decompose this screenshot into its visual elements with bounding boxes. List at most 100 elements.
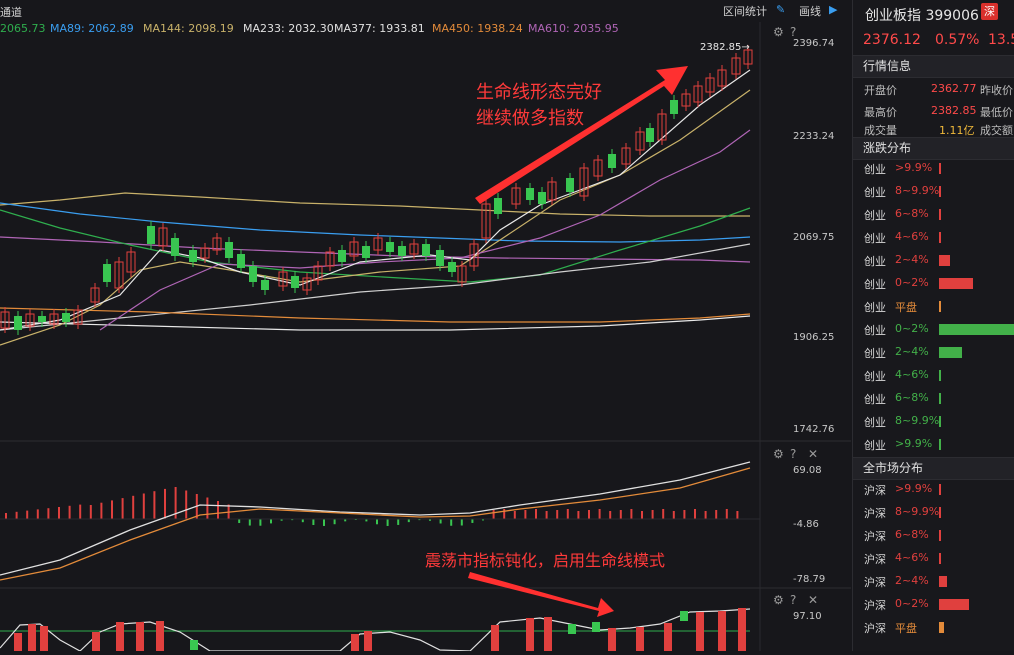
channel-label: 通道 (0, 6, 22, 19)
expand-right-icon[interactable]: ▶ (829, 3, 838, 16)
indicator-bar-down (592, 622, 600, 632)
indicator-bar-up (738, 608, 746, 651)
market-dist-bar (939, 484, 941, 495)
macd-annotation-text: 震荡市指标钝化，启用生命线模式 (425, 551, 665, 570)
y-axis-tick-label: 2233.24 (793, 131, 834, 142)
cyb-dist-bar (939, 393, 941, 404)
market-dist-range: 6~8% (895, 528, 929, 541)
candle-up (25, 313, 35, 327)
cyb-distribution-header: 涨跌分布 (853, 137, 1014, 160)
market-dist-row: 沪深 4~6% (853, 547, 1014, 570)
candle-up (457, 265, 467, 283)
candle-up (731, 57, 741, 75)
high-label: 最高价 (864, 106, 897, 119)
market-dist-label: 沪深 (864, 484, 886, 497)
ma144-line (0, 192, 750, 217)
draw-pen-icon[interactable]: ✎ (776, 3, 786, 16)
candle-up (325, 251, 335, 267)
y-axis-tick-label: 1906.25 (793, 332, 834, 343)
market-dist-row: 沪深 0~2% (853, 593, 1014, 616)
cyb-dist-bar (939, 370, 941, 381)
candle-down (103, 264, 111, 282)
candle-down (249, 266, 257, 282)
candle-down (14, 316, 22, 330)
ma89-line (0, 202, 751, 243)
cyb-dist-row: 创业 >9.9% (853, 433, 1014, 456)
cyb-dist-range: 4~6% (895, 230, 929, 243)
chart-area[interactable]: 2396.74 2233.24 2069.75 1906.25 1742.76 69.08… (0, 0, 851, 652)
indicator-bar-down (568, 624, 576, 634)
cyb-dist-row: 创业 8~9.9% (853, 410, 1014, 433)
candle-up (212, 237, 222, 251)
candle-down (608, 154, 616, 168)
draw-line-button[interactable]: 画线 (799, 5, 821, 18)
cyb-dist-row: 创业 2~4% (853, 341, 1014, 364)
candle-down (670, 100, 678, 114)
indicator-bar-up (664, 623, 672, 651)
market-dist-row: 沪深 8~9.9% (853, 501, 1014, 524)
candle-down (62, 313, 70, 322)
low-label: 最低价 (980, 106, 1013, 119)
settings-gear-icon[interactable]: ⚙ (773, 25, 784, 39)
cyb-dist-label: 创业 (864, 163, 886, 176)
candle-up (469, 243, 479, 267)
cyb-dist-range: 平盘 (895, 301, 917, 314)
high-price-marker: 2382.85→ (700, 42, 750, 53)
market-dist-row: 沪深 6~8% (853, 524, 1014, 547)
cyb-dist-bar (939, 278, 973, 289)
open-label: 开盘价 (864, 84, 897, 97)
market-dist-bar (939, 553, 941, 564)
market-dist-range: 2~4% (895, 574, 929, 587)
chart-canvas[interactable]: 2396.74 2233.24 2069.75 1906.25 1742.76 69.08… (0, 0, 851, 652)
cyb-dist-range: >9.9% (895, 161, 933, 174)
market-dist-label: 沪深 (864, 599, 886, 612)
macd-tick-label: -78.79 (793, 574, 825, 585)
candle-up (681, 93, 691, 107)
close-icon[interactable]: ✕ (808, 447, 819, 461)
candle-down (338, 250, 346, 262)
cyb-dist-row: 创业 4~6% (853, 226, 1014, 249)
indicator-bar-up (636, 627, 644, 651)
candle-up (0, 311, 10, 329)
ma-legend-item: MA144: 2098.19 (143, 22, 234, 35)
indicator-bar-up (608, 628, 616, 651)
market-dist-range: 8~9.9% (895, 505, 940, 518)
close-icon[interactable]: ✕ (808, 593, 819, 607)
market-dist-bar (939, 599, 969, 610)
candle-up (693, 85, 703, 103)
volume-value: 1.11亿 (939, 124, 975, 137)
y-axis-tick-label: 2396.74 (793, 38, 834, 49)
cyb-dist-row: 创业 >9.9% (853, 157, 1014, 180)
range-stats-button[interactable]: 区间统计 (723, 5, 767, 18)
cyb-dist-label: 创业 (864, 370, 886, 383)
cyb-dist-range: 8~9.9% (895, 184, 940, 197)
ma-green-line (0, 207, 751, 283)
candle-up (200, 247, 210, 259)
candle-up (717, 69, 727, 87)
candle-down (538, 192, 546, 204)
help-icon[interactable]: ? (790, 447, 797, 461)
indicator-tick-label: 97.10 (793, 611, 822, 622)
cyb-dist-range: >9.9% (895, 437, 933, 450)
cyb-dist-label: 创业 (864, 186, 886, 199)
help-icon[interactable]: ? (790, 25, 797, 39)
candle-up (90, 287, 100, 303)
market-dist-label: 沪深 (864, 622, 886, 635)
cyb-dist-label: 创业 (864, 393, 886, 406)
cyb-dist-label: 创业 (864, 347, 886, 360)
indicator-bar-up (40, 626, 48, 651)
cyb-dist-bar (939, 439, 941, 450)
candle-up (743, 49, 753, 65)
indicator-bar-up (526, 618, 534, 651)
help-icon[interactable]: ? (790, 593, 797, 607)
candle-down (436, 250, 444, 266)
settings-gear-icon[interactable]: ⚙ (773, 447, 784, 461)
settings-gear-icon[interactable]: ⚙ (773, 593, 784, 607)
candle-down (171, 238, 179, 256)
candle-up (621, 147, 631, 165)
market-dist-row: 沪深 2~4% (853, 570, 1014, 593)
candle-down (398, 246, 406, 256)
high-value: 2382.85 (931, 104, 977, 117)
candle-down (291, 276, 299, 288)
last-price: 2376.12 (863, 32, 921, 48)
